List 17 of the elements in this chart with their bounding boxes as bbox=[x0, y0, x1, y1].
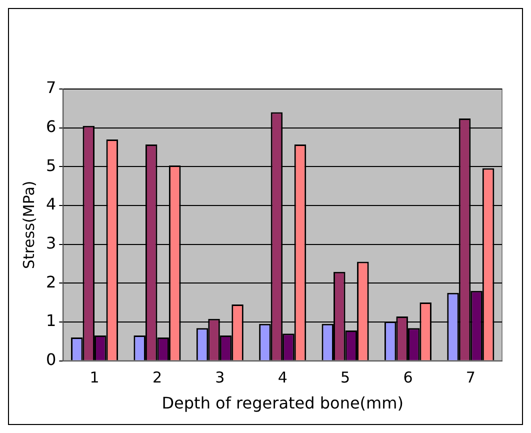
y-tick-label: 3 bbox=[46, 233, 56, 252]
y-tick-label: 0 bbox=[46, 350, 56, 369]
y-tick-label: 6 bbox=[46, 116, 56, 136]
y-tick-label: 4 bbox=[46, 194, 56, 214]
y-tick-label: 5 bbox=[46, 156, 56, 175]
x-tick-label: 3 bbox=[215, 368, 225, 387]
x-tick-label: 2 bbox=[152, 368, 162, 387]
x-tick-label: 4 bbox=[278, 368, 288, 387]
y-tick-label: 7 bbox=[46, 78, 56, 98]
y-tick-label: 1 bbox=[46, 311, 56, 330]
x-axis-title: Depth of regerated bone(mm) bbox=[162, 394, 404, 413]
x-tick-label: 5 bbox=[340, 368, 350, 387]
x-tick-label: 1 bbox=[90, 368, 100, 387]
x-tick-label: 7 bbox=[466, 368, 476, 387]
y-axis-title: Stress(MPa) bbox=[20, 180, 38, 270]
y-tick-label: 2 bbox=[46, 272, 56, 292]
x-tick-label: 6 bbox=[403, 368, 413, 387]
